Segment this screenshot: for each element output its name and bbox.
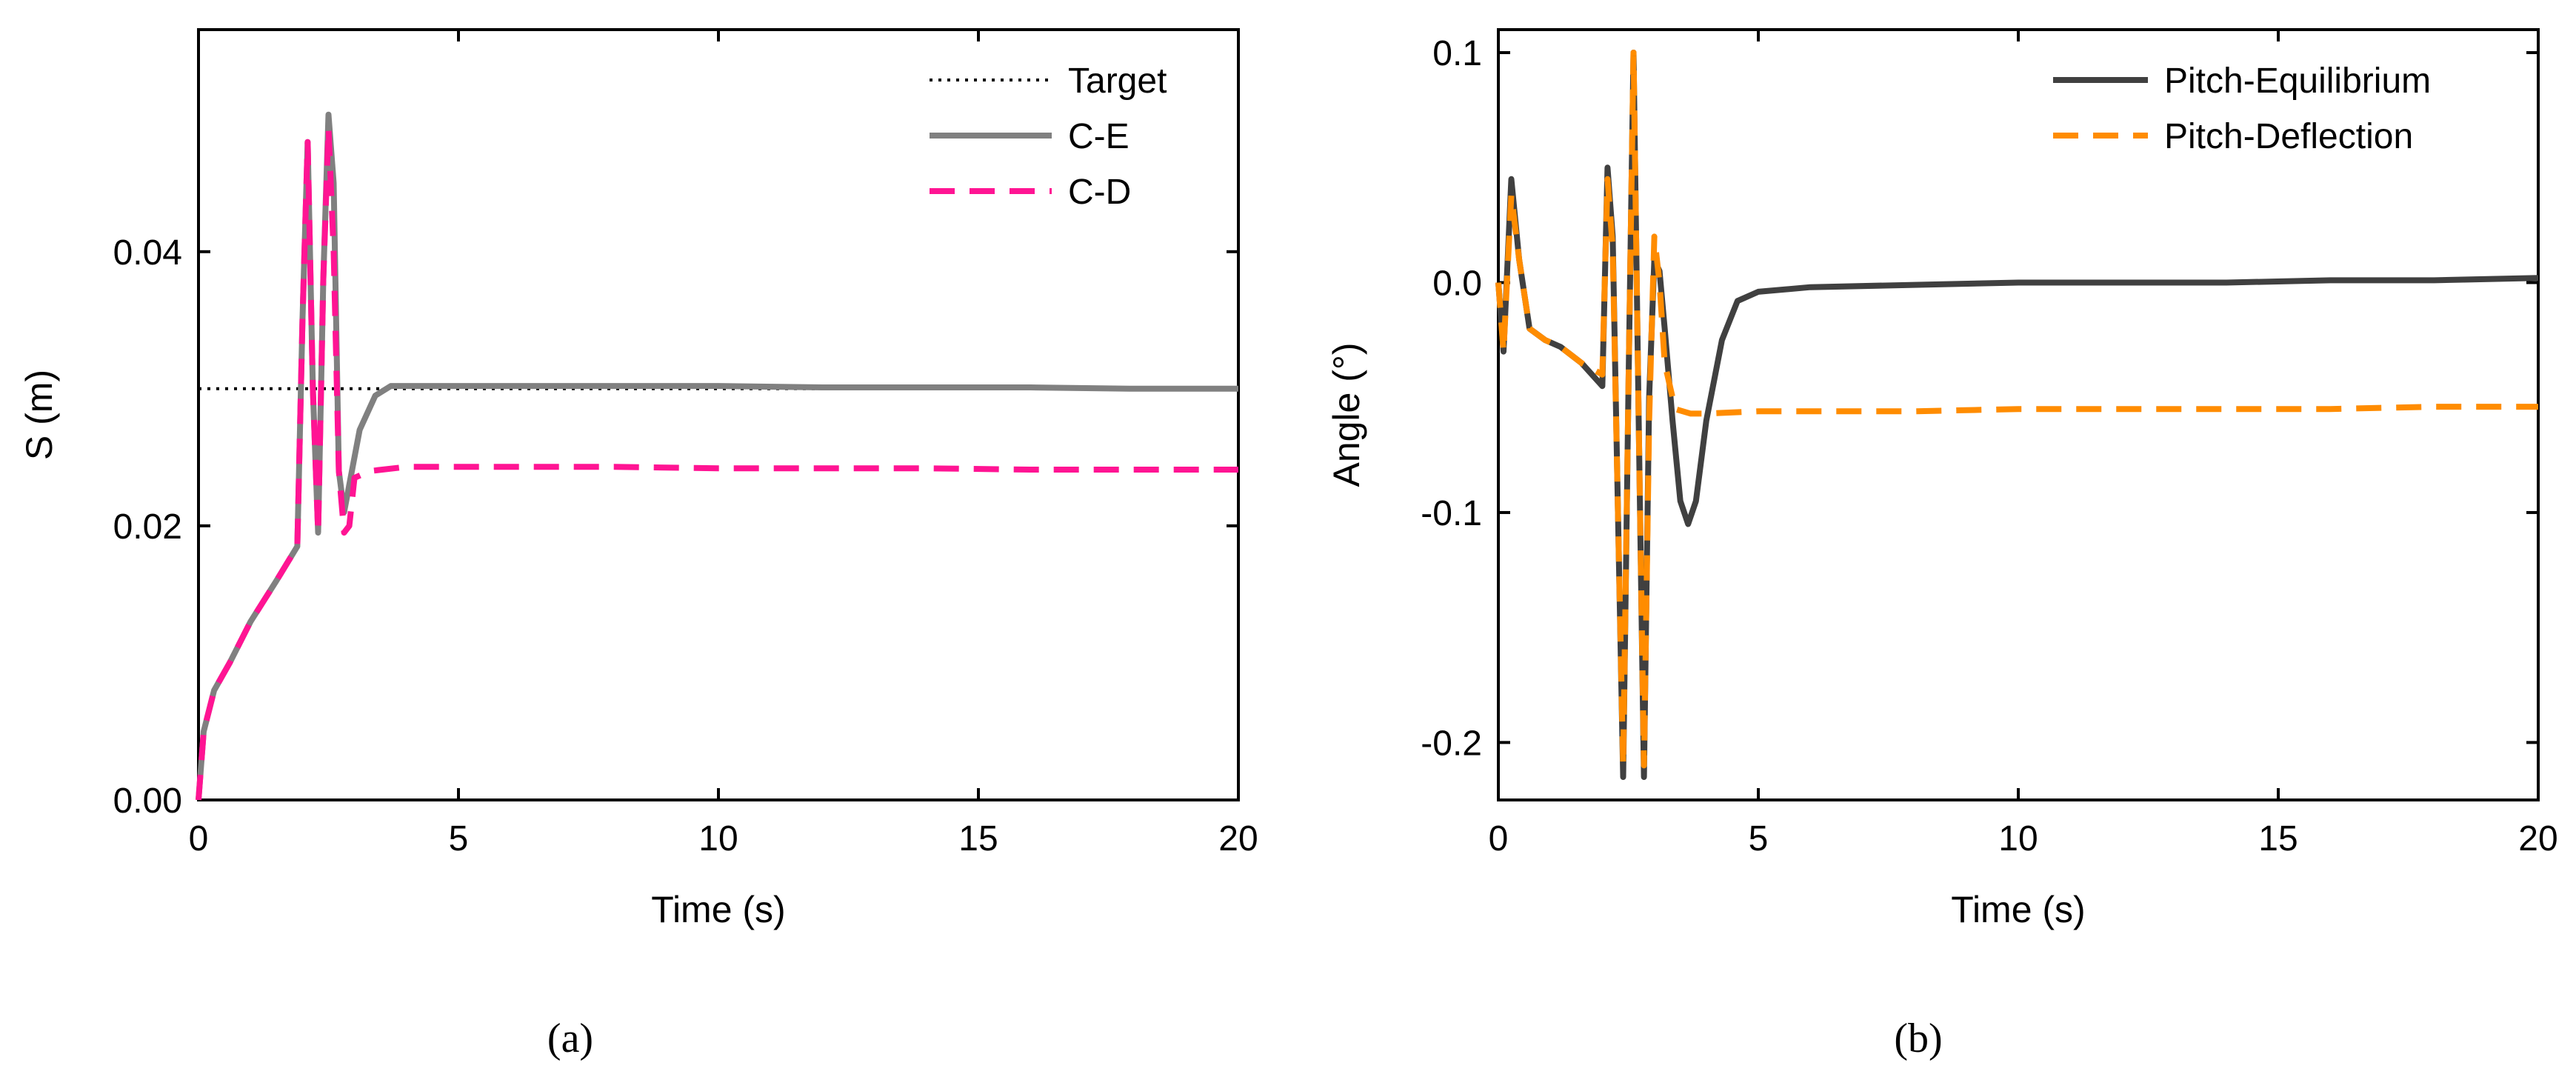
legend-label-pitch-deflection: Pitch-Deflection	[2164, 117, 2413, 156]
legend-label-c-d: C-D	[1068, 173, 1131, 212]
chart-b-y-ticks: -0.2 -0.1 0.0 0.1	[1421, 34, 2538, 763]
chart-a-y-ticks: 0.00 0.02 0.04	[113, 233, 1238, 821]
y-tick-label: -0.2	[1421, 724, 1482, 763]
chart-b-y-axis-label: Angle (°)	[1326, 342, 1367, 487]
x-tick-label: 15	[958, 819, 998, 858]
legend-label-target: Target	[1068, 61, 1167, 101]
chart-b-x-ticks: 0 5 10 15 20	[1489, 30, 2558, 858]
chart-a-x-axis-label: Time (s)	[651, 889, 785, 930]
chart-b-series	[1495, 50, 2539, 780]
x-tick-label: 15	[2258, 819, 2298, 858]
y-tick-label: 0.02	[113, 507, 182, 547]
chart-a: 0 5 10 15 20 0.00 0.02 0.04 Time (s) S (m) Tar…	[19, 28, 1258, 1061]
chart-b-x-axis-label: Time (s)	[1951, 889, 2085, 930]
series-line-c-d	[196, 125, 1238, 801]
x-tick-label: 0	[189, 819, 209, 858]
x-tick-label: 10	[1998, 819, 2038, 858]
legend-label-c-e: C-E	[1068, 117, 1129, 156]
chart-a-series	[196, 111, 1238, 801]
x-tick-label: 5	[1749, 819, 1769, 858]
y-tick-label: 0.04	[113, 233, 182, 273]
x-tick-label: 20	[2518, 819, 2557, 858]
series-line-pitch-deflection	[1495, 50, 2538, 769]
y-tick-label: -0.1	[1421, 494, 1482, 533]
series-line-c-e	[196, 111, 1238, 801]
chart-a-x-ticks: 0 5 10 15 20	[189, 30, 1258, 858]
x-tick-label: 10	[698, 819, 738, 858]
chart-a-panel-label: (a)	[547, 1016, 593, 1061]
series-line-pitch-equilibrium	[1495, 50, 2539, 780]
x-tick-label: 0	[1489, 819, 1509, 858]
y-tick-label: 0.00	[113, 781, 182, 821]
x-tick-label: 20	[1218, 819, 1258, 858]
chart-b: 0 5 10 15 20 -0.2 -0.1 0.0 0.1 Time (s) Angle (…	[1326, 28, 2558, 1061]
legend-label-pitch-equilibrium: Pitch-Equilibrium	[2164, 61, 2431, 101]
chart-b-panel-label: (b)	[1894, 1016, 1942, 1061]
chart-a-y-axis-label: S (m)	[19, 370, 60, 460]
chart-a-legend: Target C-E C-D	[930, 61, 1167, 212]
y-tick-label: 0.0	[1432, 264, 1482, 303]
x-tick-label: 5	[449, 819, 469, 858]
y-tick-label: 0.1	[1432, 34, 1482, 73]
chart-b-legend: Pitch-Equilibrium Pitch-Deflection	[2053, 61, 2431, 156]
